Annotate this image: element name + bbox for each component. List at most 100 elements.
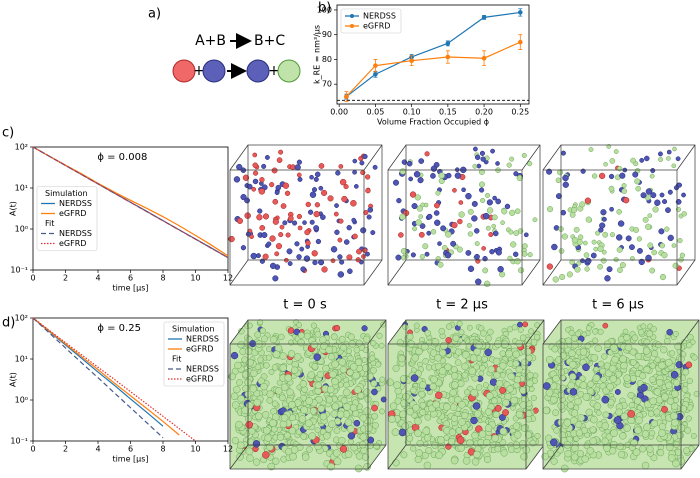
particle [247, 322, 253, 329]
particle [389, 402, 398, 410]
particle [228, 235, 235, 243]
particle [472, 163, 478, 169]
particle [468, 367, 477, 376]
particle [482, 212, 490, 220]
particle [300, 433, 308, 440]
particle [521, 251, 528, 257]
particle [423, 461, 432, 470]
particle [566, 271, 573, 278]
particle [480, 197, 486, 204]
particle [649, 376, 657, 384]
particle [627, 391, 635, 399]
particle [278, 333, 285, 341]
particle [371, 404, 378, 412]
particle [406, 160, 413, 167]
particle [450, 366, 458, 374]
particle [359, 414, 367, 422]
particle [507, 372, 516, 381]
particle [635, 416, 643, 425]
particle [642, 347, 651, 355]
particle [271, 167, 278, 174]
particle [361, 453, 370, 461]
particle [654, 356, 661, 363]
particle [479, 364, 486, 372]
particle [571, 444, 579, 452]
particle [679, 252, 686, 258]
cube-edge [229, 144, 249, 171]
particle [589, 426, 597, 434]
particle [555, 193, 562, 200]
particle [250, 369, 258, 377]
x-tick-label: 12 [223, 274, 233, 283]
particle [585, 216, 592, 223]
cube-edge [676, 259, 696, 286]
particle [361, 357, 368, 364]
particle [410, 374, 419, 382]
particle [604, 275, 611, 282]
particle [431, 338, 440, 346]
particle [542, 406, 551, 415]
particle [252, 152, 258, 158]
particle [640, 323, 647, 330]
particle [623, 374, 631, 382]
particle [448, 428, 457, 436]
particle [506, 326, 513, 333]
particle [616, 209, 622, 215]
particle [617, 267, 623, 274]
particle [235, 420, 243, 429]
particle [515, 410, 524, 419]
particle [346, 254, 353, 261]
panel-label: c) [2, 126, 14, 141]
particle [249, 385, 257, 393]
particle [454, 396, 462, 404]
particle [546, 206, 554, 213]
particle [325, 345, 334, 354]
particle [601, 216, 607, 222]
particle [658, 423, 667, 431]
series-line [32, 317, 180, 436]
particle [615, 408, 623, 416]
particle [236, 379, 243, 386]
particle [645, 223, 652, 230]
particle [564, 449, 572, 458]
particle [593, 246, 599, 252]
particle [296, 213, 303, 220]
particle [507, 255, 513, 261]
particle [673, 441, 680, 449]
particle [658, 156, 664, 162]
particle [550, 438, 558, 447]
particle [419, 401, 427, 409]
particle [509, 209, 516, 216]
particle [569, 259, 575, 266]
particle [330, 246, 338, 253]
particle [326, 385, 335, 394]
particle [419, 381, 427, 389]
particle [619, 172, 626, 179]
particle [661, 252, 668, 259]
particle [632, 448, 641, 457]
time-label: t = 6 μs [592, 298, 644, 313]
particle [353, 184, 359, 189]
particle [482, 255, 488, 262]
particle [420, 202, 426, 208]
particle [639, 157, 645, 163]
particle [634, 397, 642, 405]
particle [525, 410, 533, 418]
particle [300, 266, 306, 272]
particle [344, 450, 353, 459]
particle [571, 453, 579, 461]
particle [280, 383, 289, 392]
particle [305, 240, 311, 246]
x-tick-label: 10 [190, 274, 200, 283]
particle [522, 446, 531, 454]
particle [347, 425, 355, 433]
particle [579, 348, 588, 356]
particle [647, 242, 654, 249]
particle [495, 249, 502, 256]
particle [388, 415, 396, 424]
particle [475, 341, 483, 349]
particle [643, 423, 651, 431]
particle [597, 360, 605, 368]
cube-edge [229, 259, 249, 286]
